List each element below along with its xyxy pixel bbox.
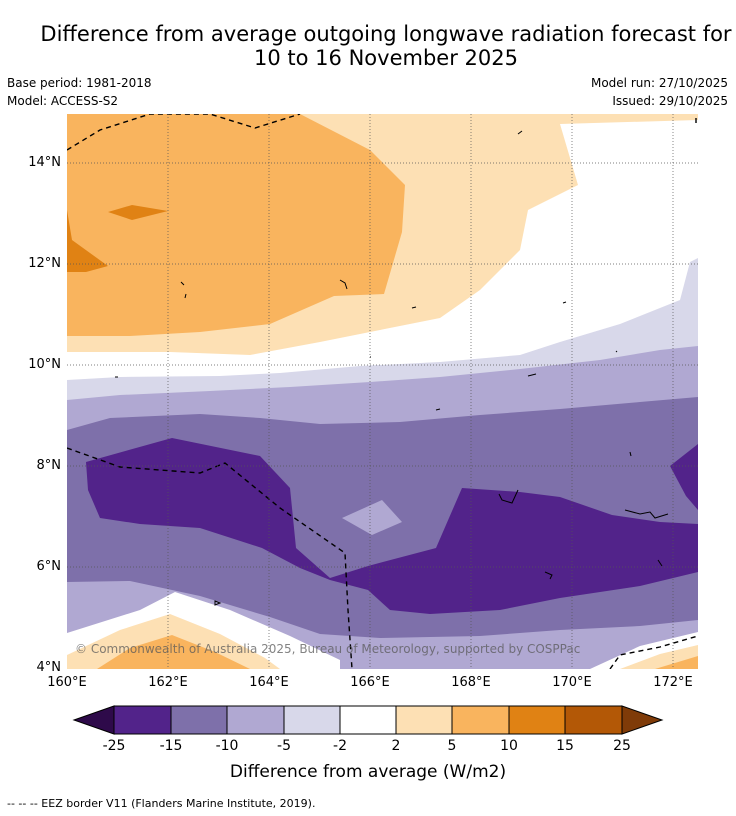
gridlines bbox=[67, 114, 698, 669]
colorbar-tick-25: 25 bbox=[613, 738, 631, 754]
model-run: Model run: 27/10/2025 bbox=[590, 76, 728, 90]
lat-label-6n: 6°N bbox=[36, 559, 62, 574]
anomaly-p5-10-southeast bbox=[655, 656, 698, 669]
colorbar-m15-m10 bbox=[170, 705, 228, 735]
lon-label-162e: 162°E bbox=[148, 675, 188, 690]
meta-right: Model run: 27/10/2025 Issued: 29/10/2025 bbox=[591, 74, 728, 110]
colorbar-tick-m5: -5 bbox=[277, 738, 291, 754]
issued-date: Issued: 29/10/2025 bbox=[612, 94, 728, 108]
colorbar-label: Difference from average (W/m2) bbox=[229, 762, 507, 782]
colorbar-m25-m15 bbox=[113, 705, 172, 735]
chart-title: Difference from average outgoing longwav… bbox=[0, 22, 736, 70]
anomaly-p10-15-west bbox=[67, 210, 108, 272]
colorbar-tick-2: 2 bbox=[391, 738, 401, 754]
lon-label-164e: 164°E bbox=[249, 675, 289, 690]
colorbar-p10-15 bbox=[508, 705, 566, 735]
colorbar-p5-10 bbox=[451, 705, 510, 735]
lat-label-4n: 4°N bbox=[36, 660, 62, 675]
colorbar-tick-m15: -15 bbox=[159, 738, 183, 754]
lon-label-170e: 170°E bbox=[552, 675, 592, 690]
map-fill bbox=[67, 114, 698, 669]
eez-border-central bbox=[67, 447, 353, 669]
lat-label-8n: 8°N bbox=[36, 458, 62, 473]
colorbar bbox=[72, 705, 664, 735]
anomaly-m25-m15-east bbox=[670, 444, 698, 510]
lon-label-160e: 160°E bbox=[47, 675, 87, 690]
anomaly-p10-15-spot bbox=[108, 205, 168, 220]
anomaly-p5-10-north bbox=[67, 114, 405, 336]
meta-left: Base period: 1981-2018 Model: ACCESS-S2 bbox=[7, 74, 152, 110]
anomaly-m25-m15 bbox=[86, 438, 698, 614]
lat-label-12n: 12°N bbox=[28, 256, 61, 271]
colorbar-m10-m5 bbox=[226, 705, 285, 735]
lon-label-166e: 166°E bbox=[350, 675, 390, 690]
title-line-2: 10 to 16 November 2025 bbox=[254, 46, 518, 70]
eez-border-southeast bbox=[609, 635, 698, 669]
colorbar-tick-m25: -25 bbox=[102, 738, 126, 754]
colorbar-tick-m2: -2 bbox=[333, 738, 347, 754]
colorbar-m2-2 bbox=[339, 705, 397, 735]
lat-label-10n: 10°N bbox=[28, 357, 61, 372]
base-period: Base period: 1981-2018 bbox=[7, 76, 152, 90]
colorbar-p15-25 bbox=[564, 705, 623, 735]
lon-label-168e: 168°E bbox=[451, 675, 491, 690]
colorbar-extend-high bbox=[621, 705, 664, 735]
lon-label-172e: 172°E bbox=[653, 675, 693, 690]
copyright-notice: © Commonwealth of Australia 2025, Bureau… bbox=[75, 642, 581, 656]
colorbar-extend-low bbox=[72, 705, 115, 735]
eez-legend: -- -- -- EEZ border V11 (Flanders Marine… bbox=[7, 797, 316, 810]
colorbar-tick-15: 15 bbox=[556, 738, 574, 754]
title-line-1: Difference from average outgoing longwav… bbox=[40, 22, 732, 46]
anomaly-p5-10-south bbox=[97, 635, 250, 669]
model-name: Model: ACCESS-S2 bbox=[7, 94, 119, 108]
colorbar-tick-m10: -10 bbox=[215, 738, 239, 754]
colorbar-tick-10: 10 bbox=[500, 738, 518, 754]
islands bbox=[115, 130, 669, 606]
lat-label-14n: 14°N bbox=[28, 155, 61, 170]
anomaly-m10-m5-patch bbox=[342, 500, 402, 535]
colorbar-p2-5 bbox=[395, 705, 453, 735]
colorbar-m5-m2 bbox=[283, 705, 341, 735]
colorbar-tick-5: 5 bbox=[447, 738, 457, 754]
